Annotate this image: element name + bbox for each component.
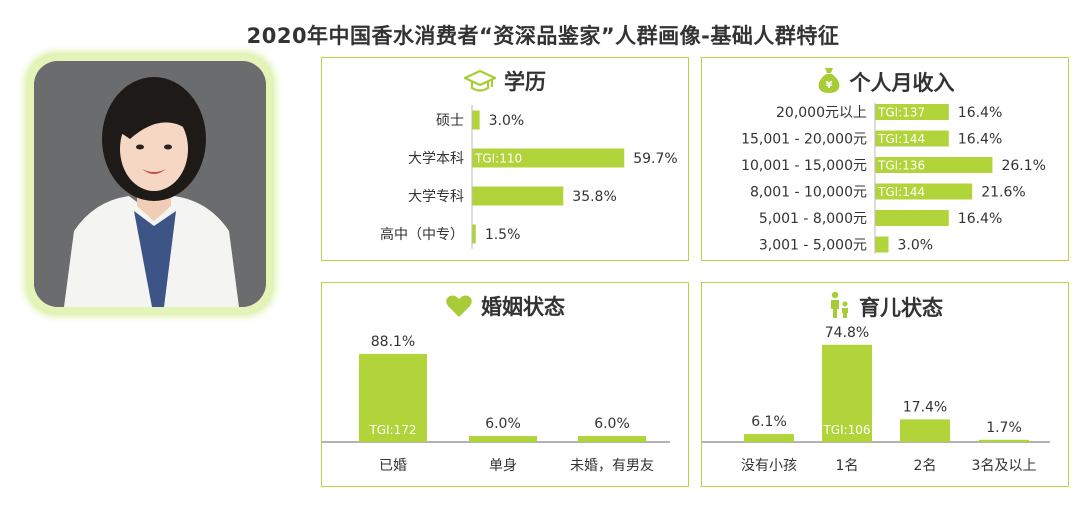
category-label: 大学本科 [408,151,464,167]
bar [875,104,949,120]
bar [469,436,537,442]
category-label: 3名及以上 [972,458,1037,474]
children-title-text: 育儿状态 [859,296,943,320]
bar [875,236,889,253]
svg-text:¥: ¥ [825,80,832,91]
income-chart: 20,000元以上 TGI:137 16.4% 15,001 - 20,000元 TGI… [741,102,1046,254]
bar [472,110,480,130]
category-label: 15,001 - 20,000元 [741,132,867,148]
category-label: 8,001 - 10,000元 [750,185,867,201]
value-label: 35.8% [572,189,616,205]
bar [875,157,993,173]
bar [472,224,476,244]
value-label: 6.0% [485,416,521,432]
value-label: 1.5% [485,227,521,243]
bar [578,436,646,442]
parent-child-icon [831,291,848,318]
children-title: 育儿状态 [702,291,1068,322]
portrait-photo [34,61,266,307]
tgi-label: TGI:110 [474,152,522,166]
income-title: ¥ 个人月收入 [702,66,1068,97]
portrait-frame [28,55,272,313]
children-chart: 6.1% 没有小孩 74.8% TGI:106 1名 17.4% 2名 1.7% 3名及以上 [702,325,1050,474]
education-chart: 硕士 3.0% 大学本科 TGI:110 59.7% 大学专科 35.8% 高中（中专） 1.5… [380,105,678,249]
value-label: 21.6% [981,185,1025,201]
category-label: 大学专科 [408,189,464,205]
category-label: 高中（中专） [380,226,464,243]
category-label: 未婚，有男友 [570,458,654,474]
bar [472,186,564,206]
value-label: 3.0% [898,238,934,254]
education-panel: 学历 硕士 3.0% 大学本科 TGI:110 59.7% 大学专科 35.8% 高中（中专）… [321,57,689,261]
marital-chart: 88.1% TGI:172 已婚 6.0% 单身 6.0% 未婚，有男友 [322,334,670,474]
tgi-label: TGI:144 [877,132,925,146]
category-label: 10,001 - 15,000元 [741,158,867,174]
education-title: 学历 [322,66,688,96]
bar [875,210,949,226]
marital-panel: 婚姻状态 88.1% TGI:172 已婚 6.0% 单身 6.0% 未婚，有男友 [321,282,689,487]
value-label: 88.1% [371,334,415,350]
bar [875,183,973,200]
tgi-label: TGI:106 [822,423,870,437]
bar [472,148,625,168]
category-label: 硕士 [436,113,464,129]
bar [979,439,1029,442]
tgi-label: TGI:172 [368,423,416,437]
income-title-text: 个人月收入 [849,71,955,95]
page-title: 2020年中国香水消费者“资深品鉴家”人群画像-基础人群特征 [246,24,840,48]
marital-title: 婚姻状态 [322,291,688,321]
heart-icon [446,295,472,317]
value-label: 59.7% [633,151,677,167]
value-label: 17.4% [903,399,947,415]
category-label: 单身 [489,458,517,474]
graduation-cap-icon [462,69,498,92]
value-label: 1.7% [986,420,1022,436]
value-label: 16.4% [958,132,1002,148]
bar [744,434,794,442]
education-title-text: 学历 [504,70,546,94]
bar [359,353,427,442]
children-panel: 育儿状态 6.1% 没有小孩 74.8% TGI:106 1名 17.4% 2名 1.7% 3名… [701,282,1069,487]
value-label: 74.8% [825,325,869,341]
category-label: 20,000元以上 [776,105,867,121]
tgi-label: TGI:136 [877,159,925,173]
bar [822,344,872,442]
value-label: 16.4% [958,105,1002,121]
value-label: 16.4% [958,211,1002,227]
value-label: 26.1% [1001,158,1045,174]
value-label: 6.1% [751,414,787,430]
bar [900,419,950,442]
money-bag-icon: ¥ [818,68,839,93]
value-label: 3.0% [489,113,525,129]
value-label: 6.0% [594,416,630,432]
marital-title-text: 婚姻状态 [481,295,565,319]
bar [875,130,949,147]
category-label: 3,001 - 5,000元 [759,238,867,254]
tgi-label: TGI:137 [877,106,925,120]
category-label: 2名 [914,458,937,474]
category-label: 已婚 [379,458,407,474]
tgi-label: TGI:144 [877,185,925,199]
category-label: 1名 [836,458,859,474]
category-label: 没有小孩 [741,458,797,474]
category-label: 5,001 - 8,000元 [759,211,867,227]
income-panel: ¥ 个人月收入 20,000元以上 TGI:137 16.4% 15,001 - 20… [701,57,1069,261]
